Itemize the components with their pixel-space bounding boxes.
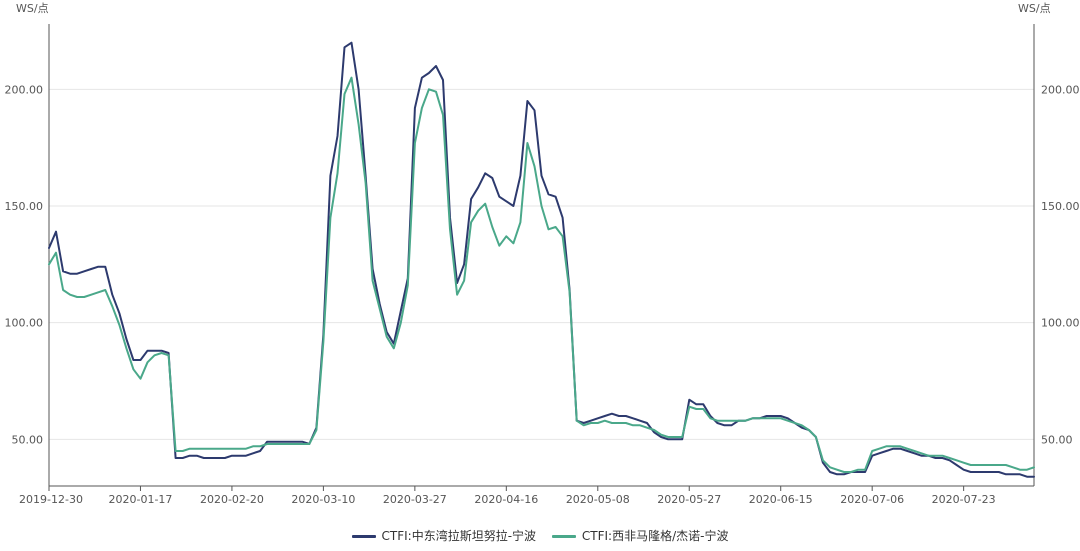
x-tick-label: 2020-01-17 bbox=[108, 493, 172, 506]
x-tick-label: 2020-06-15 bbox=[749, 493, 813, 506]
x-tick-label: 2020-02-20 bbox=[200, 493, 264, 506]
x-tick-label: 2020-05-08 bbox=[566, 493, 630, 506]
series-line-1 bbox=[48, 41, 1035, 478]
y-axis-unit-left: WS/点 bbox=[16, 2, 49, 15]
x-tick-label: 2020-04-16 bbox=[474, 493, 538, 506]
legend-item-series-1[interactable]: CTFI:中东湾拉斯坦努拉-宁波 bbox=[351, 527, 537, 544]
y-tick-label-left: 200.00 bbox=[5, 83, 44, 96]
gridlines bbox=[49, 88, 1034, 440]
y-tick-label-left: 100.00 bbox=[5, 317, 44, 330]
y-tick-label-right: 150.00 bbox=[1041, 200, 1080, 213]
x-tick-label: 2020-05-27 bbox=[657, 493, 721, 506]
legend-swatch-series-1 bbox=[351, 535, 376, 538]
legend-swatch-series-2 bbox=[551, 535, 576, 538]
y-axis-unit-right: WS/点 bbox=[1018, 2, 1051, 15]
x-axis: 2019-12-30 2020-01-17 2020-02-20 2020-03-10… bbox=[19, 485, 1034, 506]
y-axis-right: 50.00 100.00 150.00 200.00 bbox=[1033, 24, 1080, 486]
legend-label-series-2: CTFI:西非马隆格/杰诺-宁波 bbox=[581, 529, 729, 543]
series-line-2 bbox=[48, 76, 1035, 473]
y-tick-label-left: 150.00 bbox=[5, 200, 44, 213]
legend-item-series-2[interactable]: CTFI:西非马隆格/杰诺-宁波 bbox=[551, 527, 729, 544]
series-layer bbox=[48, 41, 1035, 478]
x-tick-label: 2020-03-10 bbox=[291, 493, 355, 506]
x-tick-label: 2019-12-30 bbox=[19, 493, 83, 506]
y-axis-left: 50.00 100.00 150.00 200.00 bbox=[5, 24, 50, 486]
y-tick-label-right: 100.00 bbox=[1041, 317, 1080, 330]
y-tick-label-left: 50.00 bbox=[12, 433, 44, 446]
legend: CTFI:中东湾拉斯坦努拉-宁波 CTFI:西非马隆格/杰诺-宁波 bbox=[0, 527, 1080, 544]
y-tick-label-right: 50.00 bbox=[1041, 433, 1073, 446]
x-tick-label: 2020-07-06 bbox=[840, 493, 904, 506]
y-tick-label-right: 200.00 bbox=[1041, 83, 1080, 96]
x-tick-label: 2020-03-27 bbox=[383, 493, 447, 506]
legend-label-series-1: CTFI:中东湾拉斯坦努拉-宁波 bbox=[381, 529, 537, 543]
x-tick-label: 2020-07-23 bbox=[932, 493, 996, 506]
